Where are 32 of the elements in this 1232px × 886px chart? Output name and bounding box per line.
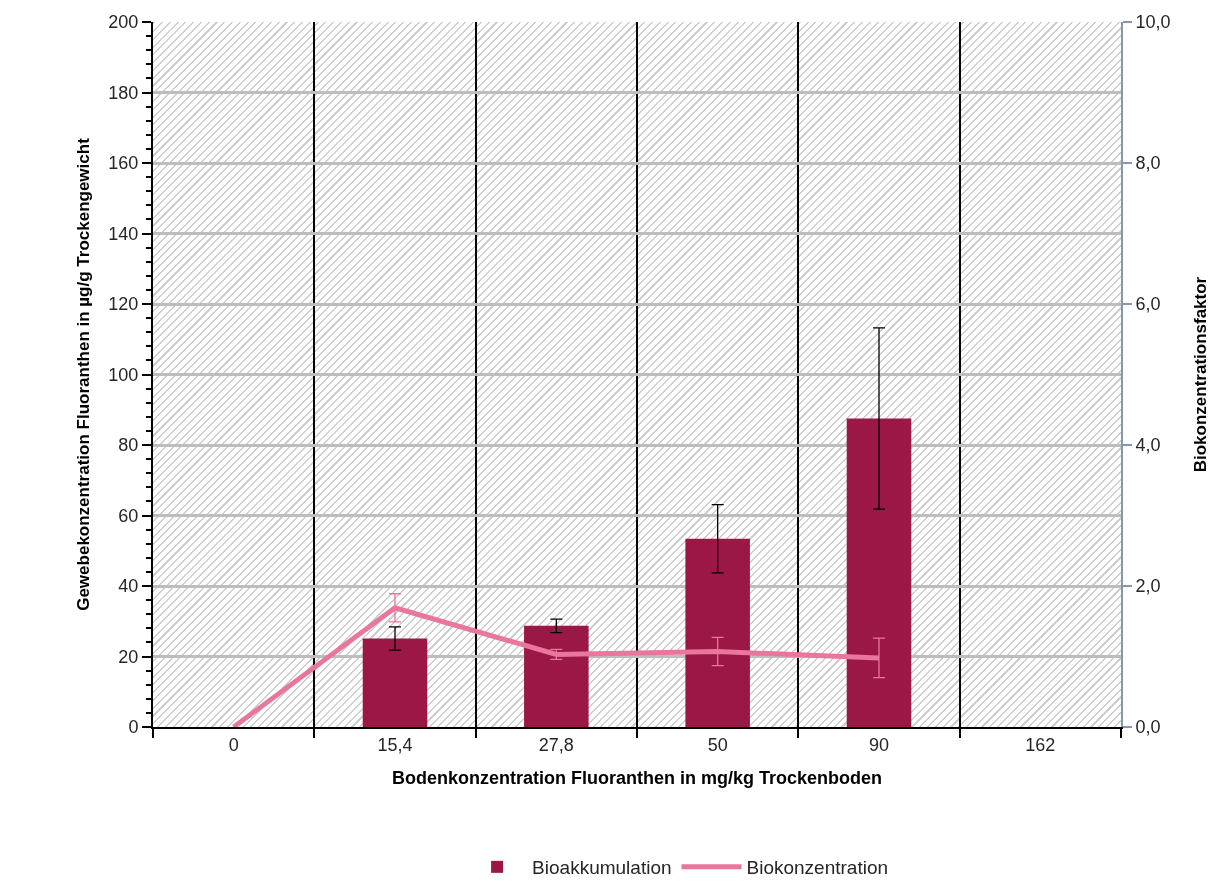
- bar: [362, 638, 428, 727]
- x-tick-label: 162: [1025, 734, 1056, 755]
- x-tick-label: 0: [228, 734, 239, 755]
- y2-tick-label: 6,0: [1135, 294, 1161, 315]
- x-tick-label: 50: [707, 734, 728, 755]
- y-tick-label: 140: [108, 223, 139, 244]
- y-tick-label: 60: [118, 505, 139, 526]
- x-axis-title: Bodenkonzentration Fluoranthen in mg/kg Trockenboden: [391, 768, 883, 789]
- y-axis-title: Gewebekonzentration Fluoranthen in µg/g Trockengewicht: [74, 137, 94, 611]
- legend-label: Bioakkumulation: [532, 857, 672, 879]
- y-tick-label: 200: [108, 12, 139, 33]
- bar: [685, 538, 750, 727]
- x-tick-label: 27,8: [538, 734, 574, 755]
- y2-tick-label: 4,0: [1135, 435, 1161, 456]
- y2-axis-title: Biokonzentrationsfaktor: [1190, 276, 1210, 473]
- bar: [846, 418, 912, 727]
- y-tick-label: 160: [108, 153, 139, 174]
- bar: [524, 625, 589, 727]
- legend-label: Biokonzentration: [746, 857, 889, 879]
- y2-tick-label: 0,0: [1135, 717, 1161, 738]
- y-tick-label: 100: [108, 364, 139, 385]
- y-tick-label: 0: [128, 717, 139, 738]
- y2-tick-label: 8,0: [1135, 153, 1161, 174]
- y-tick-label: 120: [108, 294, 139, 315]
- y-tick-label: 40: [118, 576, 139, 597]
- y-tick-label: 180: [108, 82, 139, 103]
- y-tick-label: 20: [118, 646, 139, 667]
- y2-tick-label: 10,0: [1135, 12, 1171, 33]
- x-tick-label: 90: [868, 734, 890, 755]
- y-tick-label: 80: [118, 435, 139, 456]
- x-tick-label: 15,4: [377, 734, 413, 755]
- y2-tick-label: 2,0: [1135, 576, 1161, 597]
